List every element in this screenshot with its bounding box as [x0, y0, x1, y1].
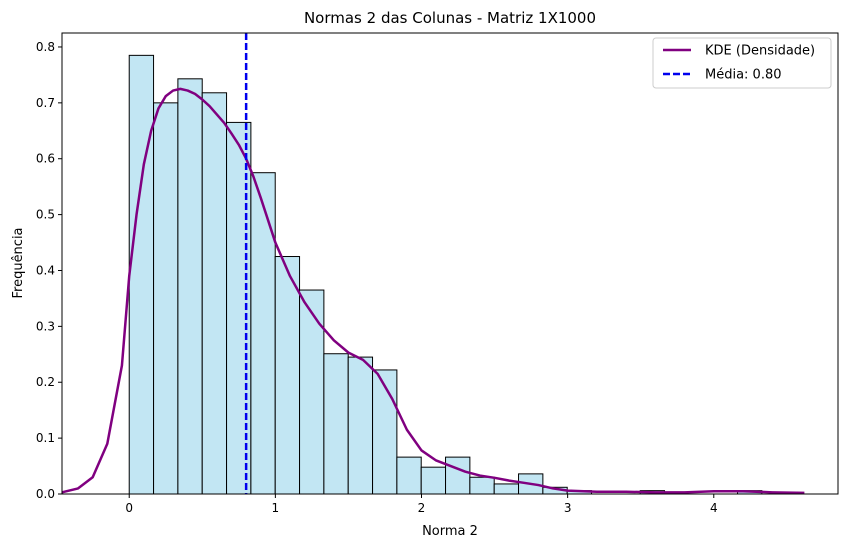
histogram-bar [177, 78, 203, 495]
y-tick-label: 0.8 [36, 40, 55, 54]
y-tick-label: 0.0 [36, 487, 55, 501]
y-tick-label: 0.5 [36, 208, 55, 222]
y-tick-label: 0.7 [36, 96, 55, 110]
histogram-bar [469, 476, 495, 495]
histogram-bar [299, 289, 325, 495]
y-axis-label: Frequência [11, 227, 26, 298]
legend-box [652, 37, 832, 89]
x-tick-label: 1 [272, 501, 280, 515]
x-tick-label: 4 [710, 501, 718, 515]
histogram-bar [493, 483, 520, 495]
histogram-bars [128, 54, 763, 495]
y-tick-label: 0.1 [36, 431, 55, 445]
y-tick-label: 0.3 [36, 319, 55, 333]
histogram-bar [420, 466, 447, 495]
histogram-bar [372, 369, 398, 495]
histogram-bar [153, 102, 179, 495]
x-tick-label: 3 [564, 501, 572, 515]
kde-layer [61, 87, 805, 495]
histogram-bar [274, 256, 301, 495]
histogram-bar [445, 456, 471, 495]
legend-kde-label: KDE (Densidade) [705, 44, 815, 59]
y-tick-label: 0.4 [36, 263, 55, 277]
legend-mean-label: Média: 0.80 [705, 68, 782, 83]
histogram-bar [396, 456, 422, 495]
histogram-bar [250, 172, 276, 495]
y-tick-label: 0.6 [36, 152, 55, 166]
histogram-bar [323, 353, 349, 495]
chart-title: Normas 2 das Colunas - Matriz 1X1000 [304, 9, 596, 27]
y-axis-ticks: 0.0 0.1 0.2 0.3 0.4 0.5 0.6 0.7 0.8 [36, 40, 62, 501]
y-tick-label: 0.2 [36, 375, 55, 389]
histogram-bar [347, 356, 374, 495]
x-axis-label: Norma 2 [422, 524, 478, 539]
histogram-bar [128, 54, 155, 495]
kde-line [61, 87, 805, 495]
x-axis-ticks: 0 1 2 3 4 [125, 494, 718, 515]
x-tick-label: 2 [418, 501, 426, 515]
plot-frame [61, 32, 839, 495]
x-tick-label: 0 [125, 501, 133, 515]
legend: KDE (Densidade) Média: 0.80 [652, 37, 832, 89]
histogram-bar [201, 92, 228, 495]
